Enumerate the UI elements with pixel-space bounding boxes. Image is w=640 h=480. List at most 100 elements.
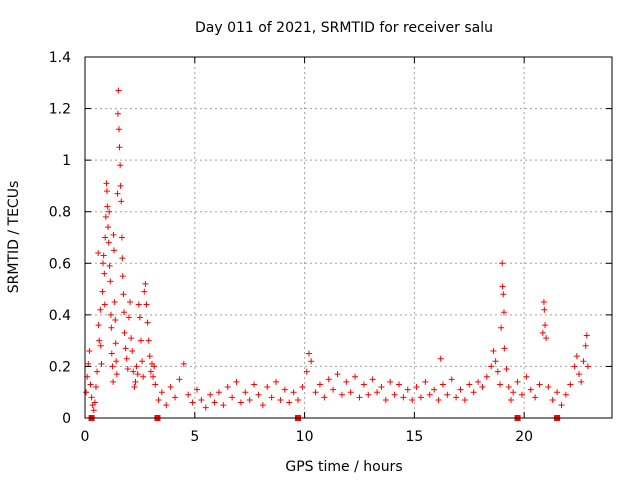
data-point xyxy=(134,371,141,378)
data-point xyxy=(374,389,381,396)
data-point xyxy=(101,270,108,277)
data-point xyxy=(466,381,473,388)
data-point xyxy=(541,306,548,313)
data-point xyxy=(180,360,187,367)
x-tick-label: 5 xyxy=(190,429,199,445)
data-point xyxy=(136,314,143,321)
data-point xyxy=(369,376,376,383)
data-point xyxy=(119,273,126,280)
data-point xyxy=(470,389,477,396)
data-point xyxy=(87,381,94,388)
data-point xyxy=(571,363,578,370)
data-point xyxy=(96,337,103,344)
data-point xyxy=(510,389,517,396)
data-point xyxy=(352,373,359,380)
data-point xyxy=(251,381,258,388)
data-point xyxy=(303,368,310,375)
data-point xyxy=(163,402,170,409)
data-point xyxy=(110,378,117,385)
y-tick-label: 0.4 xyxy=(49,308,71,324)
data-point xyxy=(391,391,398,398)
data-point xyxy=(312,389,319,396)
data-point xyxy=(110,231,117,238)
data-point xyxy=(95,322,102,329)
y-tick-label: 0 xyxy=(62,411,71,427)
data-point xyxy=(305,350,312,357)
data-point xyxy=(483,373,490,380)
data-point xyxy=(105,224,112,231)
data-point xyxy=(97,306,104,313)
data-point xyxy=(102,234,109,241)
data-point xyxy=(105,239,112,246)
data-point xyxy=(139,358,146,365)
data-point xyxy=(404,386,411,393)
data-point xyxy=(229,394,236,401)
data-point xyxy=(475,378,482,385)
data-point xyxy=(448,376,455,383)
data-point xyxy=(523,373,530,380)
data-point xyxy=(499,260,506,267)
data-point xyxy=(132,378,139,385)
data-point xyxy=(111,298,118,305)
data-point xyxy=(117,182,124,189)
data-point xyxy=(360,381,367,388)
data-point xyxy=(130,368,137,375)
data-point xyxy=(106,208,113,215)
data-point xyxy=(172,394,179,401)
data-point xyxy=(145,337,152,344)
data-point xyxy=(152,381,159,388)
data-point xyxy=(545,384,552,391)
data-point xyxy=(492,358,499,365)
data-point xyxy=(286,399,293,406)
data-point xyxy=(233,378,240,385)
data-point xyxy=(207,391,214,398)
data-point xyxy=(211,399,218,406)
data-point xyxy=(140,373,147,380)
data-point xyxy=(461,396,468,403)
data-point xyxy=(453,394,460,401)
y-axis-ticks: 0 0.2 0.4 0.6 0.8 1 1.2 1.4 xyxy=(49,50,612,427)
data-point xyxy=(137,337,144,344)
data-point xyxy=(114,190,121,197)
data-point xyxy=(259,402,266,409)
data-point xyxy=(94,368,101,375)
data-point xyxy=(146,353,153,360)
data-point xyxy=(215,389,222,396)
data-point xyxy=(435,396,442,403)
data-point xyxy=(83,389,90,396)
data-point xyxy=(113,358,120,365)
data-point xyxy=(582,342,589,349)
data-point xyxy=(151,363,158,370)
data-point xyxy=(147,368,154,375)
data-point xyxy=(91,399,98,406)
data-point xyxy=(378,384,385,391)
data-point xyxy=(124,366,131,373)
data-point xyxy=(224,384,231,391)
data-point xyxy=(117,162,124,169)
data-point xyxy=(494,368,501,375)
data-point xyxy=(202,404,209,411)
data-point xyxy=(109,363,116,370)
data-point xyxy=(107,278,114,285)
data-point xyxy=(108,324,115,331)
data-point xyxy=(409,396,416,403)
data-point xyxy=(479,384,486,391)
data-point xyxy=(532,394,539,401)
data-point xyxy=(142,280,149,287)
data-point xyxy=(573,353,580,360)
data-point xyxy=(155,396,162,403)
data-point xyxy=(500,291,507,298)
data-point xyxy=(220,402,227,409)
grid-lines xyxy=(85,57,612,418)
data-point xyxy=(92,384,99,391)
data-point xyxy=(413,384,420,391)
y-tick-label: 0.8 xyxy=(49,205,71,221)
data-point xyxy=(122,345,129,352)
data-point xyxy=(150,373,157,380)
data-point xyxy=(500,309,507,316)
data-point xyxy=(120,291,127,298)
data-point xyxy=(321,394,328,401)
data-point xyxy=(499,283,506,290)
data-point xyxy=(246,396,253,403)
data-point xyxy=(116,126,123,133)
